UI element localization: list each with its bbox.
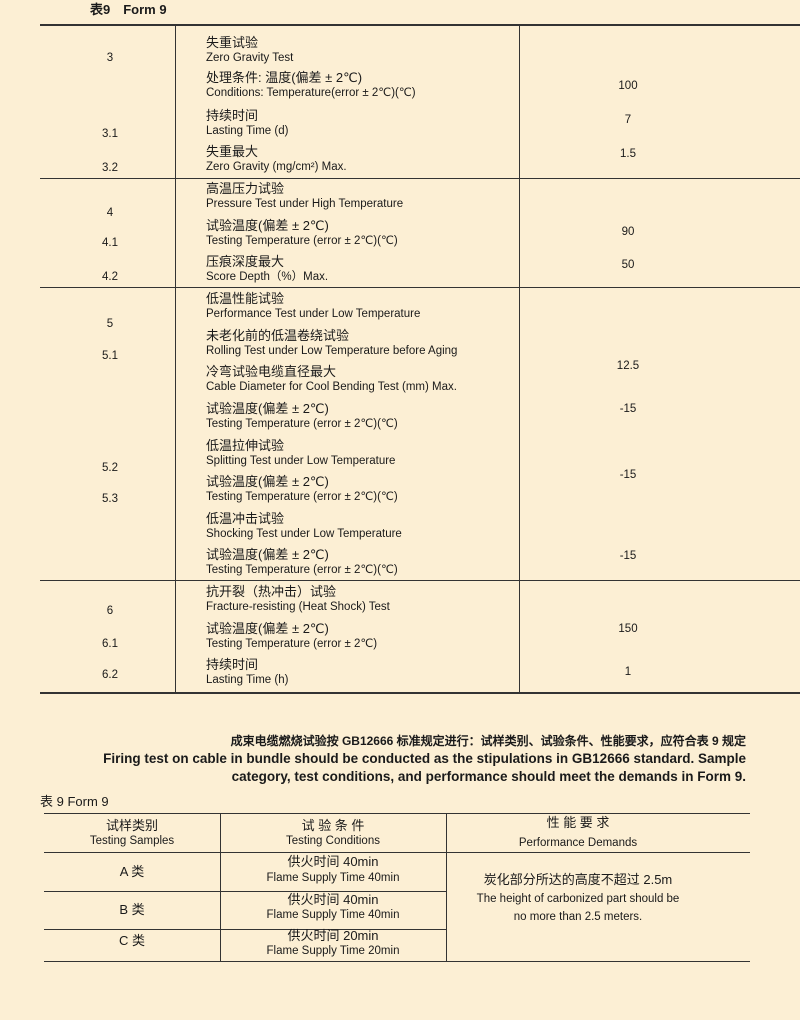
item-number: 5.1 <box>102 350 118 362</box>
condition-b-en: Flame Supply Time 40min <box>266 909 400 921</box>
item-label-en: Score Depth（%）Max. <box>206 271 329 283</box>
item-label-cn: 试验温度(偏差 ± 2℃) <box>206 621 329 636</box>
sample-c: C 类 <box>118 933 146 948</box>
condition-a-cn: 供火时间 40min <box>287 854 379 869</box>
item-value: 1.5 <box>620 148 636 160</box>
item-label-en: Rolling Test under Low Temperature befor… <box>206 345 458 357</box>
condition-a-en: Flame Supply Time 40min <box>266 872 400 884</box>
condition-c-cn: 供火时间 20min <box>287 928 379 943</box>
item-label-en: Testing Temperature (error ± 2℃)(℃) <box>206 564 398 576</box>
condition-b-cn: 供火时间 40min <box>287 892 379 907</box>
item-value: 1 <box>624 666 632 678</box>
item-label-cn: 持续时间 <box>206 657 259 672</box>
item-label-en: Conditions: Temperature(error ± 2℃)(℃) <box>206 87 416 99</box>
item-label-en: Zero Gravity (mg/cm²) Max. <box>206 161 347 173</box>
header-performance-cn: 性 能 要 求 <box>546 815 610 830</box>
sample-a: A 类 <box>119 864 145 879</box>
item-label-en: Testing Temperature (error ± 2℃)(℃) <box>206 418 398 430</box>
item-label-cn: 试验温度(偏差 ± 2℃) <box>206 474 329 489</box>
item-label-cn: 处理条件: 温度(偏差 ± 2℃) <box>206 70 363 85</box>
performance-en-line2: no more than 2.5 meters. <box>513 911 643 923</box>
item-label-cn: 失重试验 <box>206 35 259 50</box>
item-label-cn: 失重最大 <box>206 144 259 159</box>
item-value: 150 <box>618 623 638 635</box>
item-number: 6.2 <box>102 669 118 681</box>
item-label-cn: 试验温度(偏差 ± 2℃) <box>206 401 329 416</box>
header-performance-en: Performance Demands <box>518 837 638 849</box>
note-en-line2: category, test conditions, and performan… <box>231 769 746 784</box>
item-label-cn: 低温性能试验 <box>206 291 285 306</box>
item-number: 3.1 <box>102 128 118 140</box>
item-label-cn: 低温冲击试验 <box>206 511 285 526</box>
item-number: 5.2 <box>102 462 118 474</box>
item-value: 90 <box>621 226 635 238</box>
item-label-en: Pressure Test under High Temperature <box>206 198 404 210</box>
header-conditions-en: Testing Conditions <box>286 835 380 847</box>
item-value: -15 <box>619 469 637 481</box>
item-number: 6 <box>106 605 114 617</box>
item-label-cn: 低温拉伸试验 <box>206 438 285 453</box>
item-label-cn: 试验温度(偏差 ± 2℃) <box>206 547 329 562</box>
item-value: 7 <box>624 114 632 126</box>
performance-en-line1: The height of carbonized part should be <box>476 893 680 905</box>
item-number: 5 <box>106 318 114 330</box>
header-samples-cn: 试样类别 <box>105 818 159 833</box>
item-number: 4.2 <box>102 271 118 283</box>
item-label-cn: 持续时间 <box>206 108 259 123</box>
item-label-cn: 高温压力试验 <box>206 181 285 196</box>
item-label-en: Testing Temperature (error ± 2℃) <box>206 638 378 650</box>
item-value: 50 <box>621 259 635 271</box>
item-label-en: Splitting Test under Low Temperature <box>206 455 396 467</box>
item-label-cn: 抗开裂（热冲击）试验 <box>206 584 337 599</box>
form2-title: 表 9 Form 9 <box>40 794 109 809</box>
item-label-en: Testing Temperature (error ± 2℃)(℃) <box>206 491 398 503</box>
form-title: 表9 Form 9 <box>90 2 167 17</box>
item-label-en: Lasting Time (d) <box>206 125 289 137</box>
item-label-cn: 压痕深度最大 <box>206 254 285 269</box>
item-value: -15 <box>619 550 637 562</box>
item-label-cn: 试验温度(偏差 ± 2℃) <box>206 218 329 233</box>
note-en-line1: Firing test on cable in bundle should be… <box>103 751 746 766</box>
sample-b: B 类 <box>119 902 145 917</box>
item-label-en: Cable Diameter for Cool Bending Test (mm… <box>206 381 457 393</box>
item-label-en: Shocking Test under Low Temperature <box>206 528 402 540</box>
item-label-en: Lasting Time (h) <box>206 674 289 686</box>
item-number: 4 <box>106 207 114 219</box>
note-cn: 成束电缆燃烧试验按 GB12666 标准规定进行：试样类别、试验条件、性能要求，… <box>230 734 746 748</box>
item-number: 3 <box>106 52 114 64</box>
item-number: 6.1 <box>102 638 118 650</box>
item-value: -15 <box>619 403 637 415</box>
item-label-en: Performance Test under Low Temperature <box>206 308 421 320</box>
item-label-en: Testing Temperature (error ± 2℃)(℃) <box>206 235 398 247</box>
item-number: 3.2 <box>102 162 118 174</box>
header-conditions-cn: 试 验 条 件 <box>301 818 365 833</box>
header-samples-en: Testing Samples <box>89 835 175 847</box>
item-value: 12.5 <box>616 360 640 372</box>
item-label-cn: 冷弯试验电缆直径最大 <box>206 364 337 379</box>
item-label-en: Zero Gravity Test <box>206 52 294 64</box>
item-number: 4.1 <box>102 237 118 249</box>
item-value: 100 <box>618 80 638 92</box>
performance-cn: 炭化部分所达的高度不超过 2.5m <box>483 872 673 887</box>
item-label-cn: 未老化前的低温卷绕试验 <box>206 328 350 343</box>
item-number: 5.3 <box>102 493 118 505</box>
item-label-en: Fracture-resisting (Heat Shock) Test <box>206 601 390 613</box>
condition-c-en: Flame Supply Time 20min <box>266 945 400 957</box>
